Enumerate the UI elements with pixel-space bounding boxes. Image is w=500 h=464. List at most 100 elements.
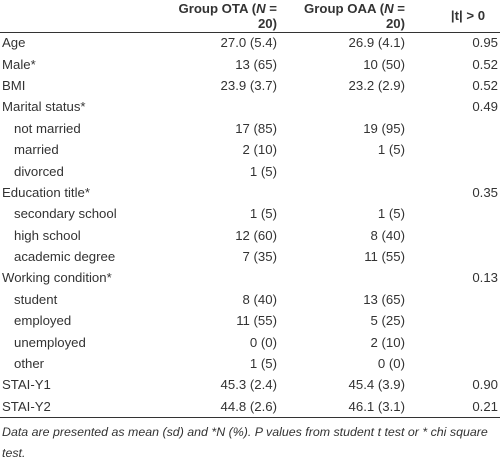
- cell-p-value: 0.52: [472, 77, 498, 93]
- demographics-table: Group OTA (N = 20) Group OAA (N = 20) |t…: [0, 0, 500, 418]
- cell-p-value: [410, 118, 500, 139]
- row-label: married: [14, 142, 59, 158]
- cell-group-oaa: 2 (10): [370, 334, 405, 350]
- table-row: married 2 (10) 1 (5): [0, 139, 500, 160]
- header-oaa-suffix: = 20): [385, 0, 405, 31]
- cell-group-ota: 13 (65): [235, 56, 277, 72]
- cell-group-ota: 12 (60): [235, 227, 277, 243]
- table-row: secondary school 1 (5) 1 (5): [0, 203, 500, 224]
- row-label: Education title*: [2, 184, 90, 200]
- row-label: Age: [2, 35, 26, 51]
- cell-group-ota: 23.9 (3.7): [220, 77, 277, 93]
- cell-p-value: 0.13: [472, 270, 498, 286]
- row-label: STAI-Y1: [2, 377, 51, 393]
- cell-p-value: [410, 203, 500, 224]
- table-row: academic degree 7 (35) 11 (55): [0, 246, 500, 267]
- header-ota-n: N: [256, 0, 266, 16]
- row-label: academic degree: [14, 249, 116, 265]
- table-row: divorced 1 (5): [0, 160, 500, 181]
- cell-group-ota: 27.0 (5.4): [220, 35, 277, 51]
- cell-group-ota: [158, 182, 282, 203]
- table-row: STAI-Y1 45.3 (2.4) 45.4 (3.9) 0.90: [0, 374, 500, 395]
- row-label: Male*: [2, 56, 36, 72]
- header-variable: [0, 0, 158, 33]
- cell-p-value: [410, 160, 500, 181]
- cell-group-ota: 7 (35): [242, 249, 277, 265]
- row-label: STAI-Y2: [0, 395, 158, 418]
- cell-p-value: [410, 331, 500, 352]
- table-row: Male* 13 (65) 10 (50) 0.52: [0, 53, 500, 74]
- header-oaa-n: N: [384, 0, 394, 16]
- cell-group-oaa: 1 (5): [377, 206, 405, 222]
- cell-group-oaa: 13 (65): [363, 291, 405, 307]
- row-label: divorced: [14, 163, 64, 179]
- table-header: Group OTA (N = 20) Group OAA (N = 20) |t…: [0, 0, 500, 33]
- cell-group-oaa: 0 (0): [377, 356, 405, 372]
- cell-p-value: [410, 139, 500, 160]
- row-label: student: [14, 291, 58, 307]
- table-row: Education title* 0.35: [0, 182, 500, 203]
- cell-group-ota: 0 (0): [249, 334, 277, 350]
- row-label: Working condition*: [2, 270, 112, 286]
- cell-p-value: [410, 353, 500, 374]
- row-label: secondary school: [14, 206, 117, 222]
- row-label: other: [14, 356, 45, 372]
- row-label: not married: [14, 120, 81, 136]
- cell-group-ota: 1 (5): [249, 163, 277, 179]
- cell-group-oaa: 11 (55): [364, 249, 405, 265]
- cell-p-value: 0.35: [472, 184, 498, 200]
- table-row: high school 12 (60) 8 (40): [0, 225, 500, 246]
- cell-group-ota: 45.3 (2.4): [220, 377, 277, 393]
- row-label: high school: [14, 227, 81, 243]
- cell-group-ota: 2 (10): [242, 142, 277, 158]
- cell-p-value: 0.52: [472, 56, 498, 72]
- cell-group-ota: [158, 267, 282, 288]
- cell-group-ota: 17 (85): [235, 120, 277, 136]
- header-group-ota: Group OTA (N = 20): [158, 0, 282, 33]
- table-row: BMI 23.9 (3.7) 23.2 (2.9) 0.52: [0, 75, 500, 96]
- cell-group-oaa: 1 (5): [377, 142, 405, 158]
- table-row: Working condition* 0.13: [0, 267, 500, 288]
- cell-group-oaa: 10 (50): [363, 56, 405, 72]
- table-row: STAI-Y2 44.8 (2.6) 46.1 (3.1) 0.21: [0, 395, 500, 418]
- cell-group-oaa: 5 (25): [370, 313, 405, 329]
- cell-p-value: 0.95: [472, 35, 498, 51]
- cell-group-ota: [158, 96, 282, 117]
- cell-p-value: [410, 246, 500, 267]
- header-oaa-prefix: Group OAA (: [304, 0, 385, 16]
- cell-group-ota: 8 (40): [242, 291, 277, 307]
- header-p-value: |t| > 0: [410, 0, 500, 33]
- header-ota-suffix: = 20): [257, 0, 277, 31]
- table-row: student 8 (40) 13 (65): [0, 289, 500, 310]
- table-footnote: Data are presented as mean (sd) and *N (…: [2, 424, 488, 460]
- cell-group-ota: 11 (55): [236, 313, 277, 329]
- cell-group-oaa: 8 (40): [370, 227, 405, 243]
- header-row: Group OTA (N = 20) Group OAA (N = 20) |t…: [0, 0, 500, 33]
- row-label: Marital status*: [2, 99, 86, 115]
- cell-p-value: 0.49: [472, 99, 498, 115]
- table-body: Age 27.0 (5.4) 26.9 (4.1) 0.95 Male* 13 (65) 1…: [0, 32, 500, 418]
- cell-group-oaa: [282, 96, 410, 117]
- cell-p-value: 0.21: [410, 395, 500, 418]
- cell-group-oaa: 46.1 (3.1): [282, 395, 410, 418]
- table-row: employed 11 (55) 5 (25): [0, 310, 500, 331]
- cell-group-oaa: [282, 160, 410, 181]
- table-row: not married 17 (85) 19 (95): [0, 118, 500, 139]
- table-row: other 1 (5) 0 (0): [0, 353, 500, 374]
- cell-group-oaa: [282, 267, 410, 288]
- table-row: unemployed 0 (0) 2 (10): [0, 331, 500, 352]
- cell-p-value: [410, 310, 500, 331]
- table-row: Marital status* 0.49: [0, 96, 500, 117]
- cell-group-oaa: 19 (95): [363, 120, 405, 136]
- cell-group-oaa: [282, 182, 410, 203]
- cell-group-ota: 1 (5): [249, 356, 277, 372]
- table-row: Age 27.0 (5.4) 26.9 (4.1) 0.95: [0, 32, 500, 53]
- cell-group-ota: 1 (5): [249, 206, 277, 222]
- cell-p-value: 0.90: [472, 377, 498, 393]
- cell-group-oaa: 26.9 (4.1): [348, 35, 405, 51]
- cell-group-ota: 44.8 (2.6): [158, 395, 282, 418]
- header-ota-prefix: Group OTA (: [178, 0, 257, 16]
- header-group-oaa: Group OAA (N = 20): [282, 0, 410, 33]
- row-label: BMI: [2, 77, 26, 93]
- cell-group-oaa: 23.2 (2.9): [348, 77, 405, 93]
